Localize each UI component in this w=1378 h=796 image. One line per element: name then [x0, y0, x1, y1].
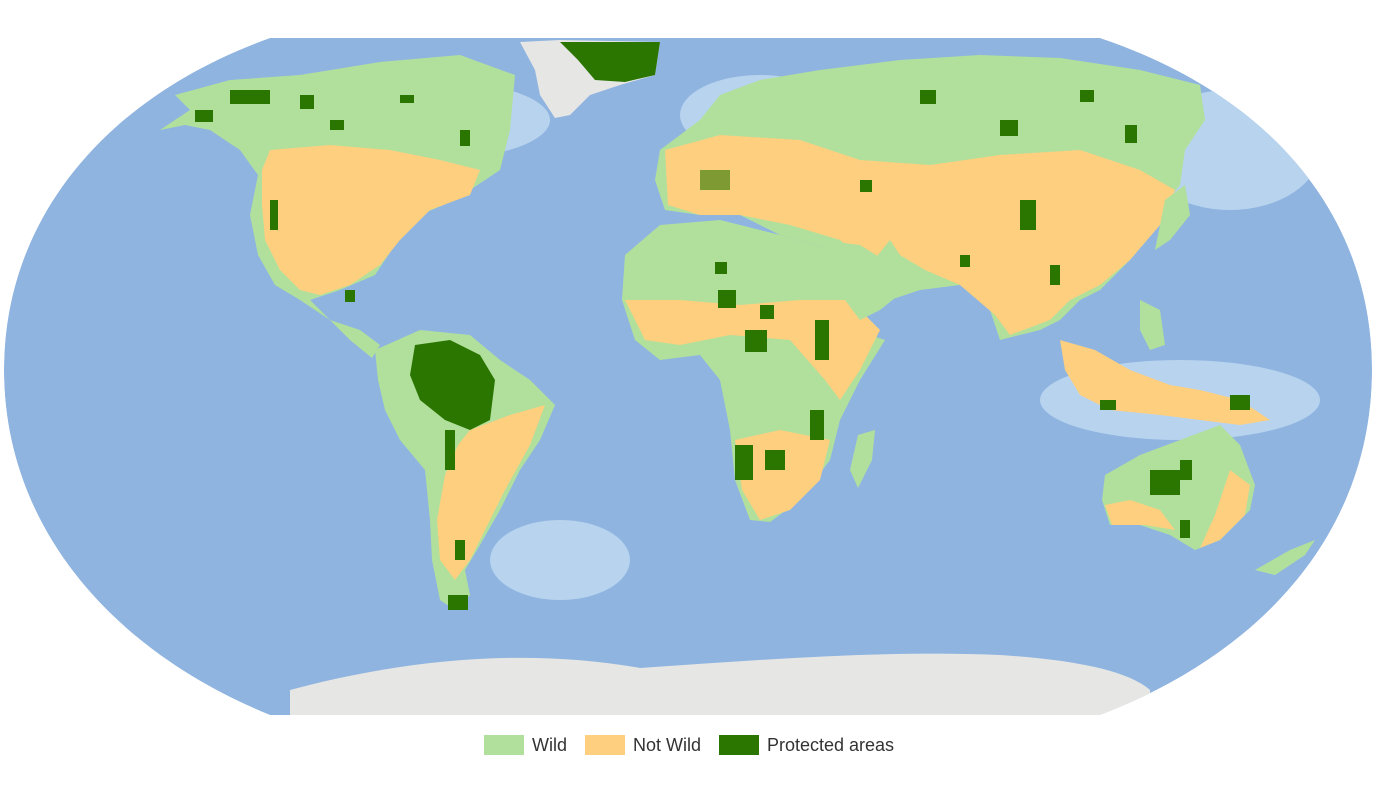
africa-south-not-wild	[735, 430, 830, 520]
legend-swatch-not-wild	[584, 735, 625, 755]
map-legend: Wild Not Wild Protected areas	[0, 732, 1378, 758]
legend-swatch-wild	[483, 735, 524, 755]
eurasia-not-wild	[665, 135, 1175, 335]
legend-label-not-wild: Not Wild	[632, 734, 701, 755]
legend-label-wild: Wild	[531, 734, 567, 755]
legend-swatch-protected-areas	[718, 735, 759, 755]
legend-item-not-wild: Not Wild	[584, 734, 701, 756]
antarctica	[290, 653, 1150, 715]
protected-areas	[195, 90, 1250, 610]
legend-item-protected-areas: Protected areas	[718, 734, 895, 756]
australia-not-wild	[1105, 470, 1250, 548]
philippines	[1140, 300, 1165, 350]
south-america-not-wild	[437, 405, 545, 580]
new-zealand	[1255, 540, 1315, 575]
japan	[1155, 185, 1190, 250]
madagascar	[850, 430, 875, 488]
north-america-not-wild	[262, 145, 480, 295]
arabia-wild	[820, 240, 905, 320]
legend-label-protected-areas: Protected areas	[766, 734, 895, 755]
greenland-protected-area	[560, 42, 660, 82]
legend-item-wild: Wild	[483, 734, 567, 756]
